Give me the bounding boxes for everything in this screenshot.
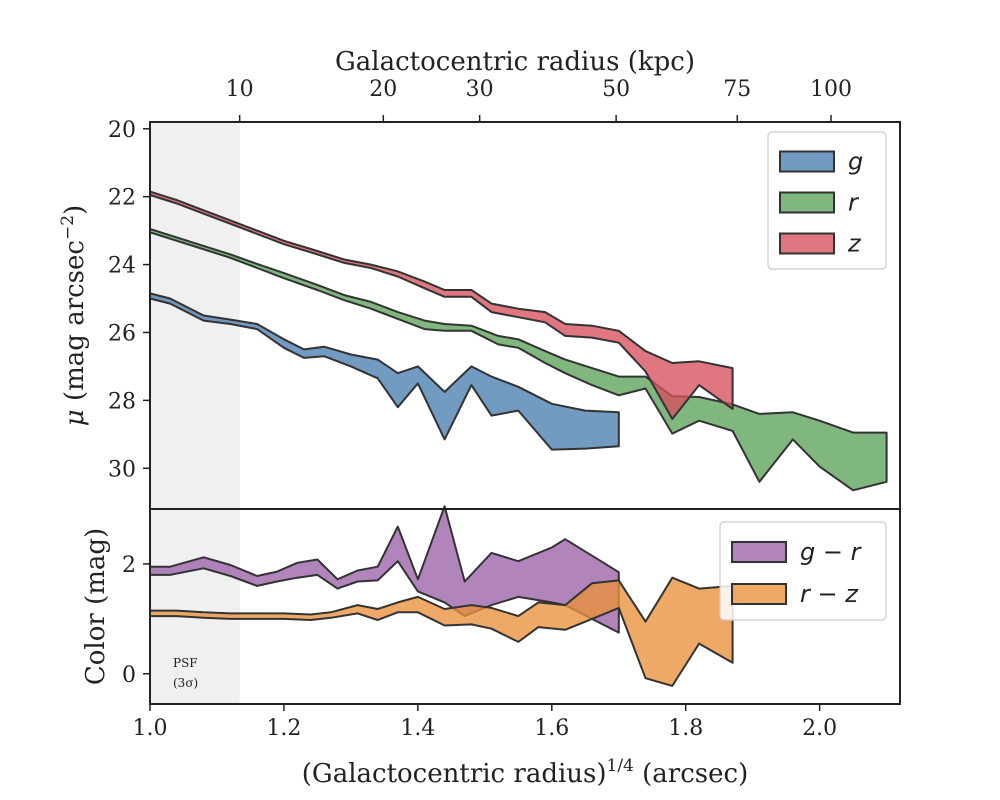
y-label-mu: μ [60,409,90,426]
kpc-axis-label: Galactocentric radius (kpc) [335,47,695,77]
x-tick-label: 1.6 [534,716,569,741]
psf-shaded-region-bottom [150,509,240,704]
kpc-tick-label: 10 [226,77,254,102]
surface-brightness-axis-label: μ (mag arcsec−2) [58,205,90,426]
kpc-tick-label: 100 [810,77,852,102]
band-z [149,190,734,420]
y-tick-label: 20 [108,118,136,143]
color-axis-label: Color (mag) [81,528,111,685]
surface-brightness-panel: 20 22 24 26 28 30 10 20 30 50 75 100 Galactocentri… [58,47,901,510]
surface-brightness-series [149,190,888,492]
top-legend: grz [767,131,887,270]
x-label-main: (Galactocentric radius) [302,759,607,789]
color-tick-label: 2 [122,553,136,578]
legend-label-r-z: r − z [800,580,859,608]
y-tick-label: 30 [108,457,136,482]
kpc-tick-label: 20 [369,77,397,102]
legend-label-g: g [848,148,863,176]
y-tick-label: 26 [108,321,136,346]
x-tick-label: 1.8 [668,716,703,741]
legend-swatch-g [779,150,835,173]
band-r-z [149,576,734,687]
legend-label-r: r [848,189,860,217]
psf-label: PSF [173,656,198,670]
y-tick-label: 22 [108,186,136,211]
y-tick-label: 28 [108,389,136,414]
bottom-legend: g − r r − z [719,521,887,621]
x-label-exponent: 1/4 [607,756,634,776]
band-r [149,227,888,492]
y-label-close: ) [60,205,90,215]
kpc-tick-label: 50 [602,77,630,102]
x-tick-label: 1.0 [133,716,168,741]
kpc-tick-label: 75 [723,77,751,102]
band-g-r [149,505,620,634]
y-tick-label: 24 [108,254,136,279]
kpc-tick-label: 30 [466,77,494,102]
color-panel: PSF (3σ) 02 1.0 1.2 1.4 1.6 1.8 2.0 (Galactoc… [81,505,901,789]
legend-swatch-r-z [731,583,787,605]
x-tick-label: 2.0 [802,716,837,741]
y-label-unit: (mag arcsec [60,240,90,409]
bottom-x-ticks: 1.0 1.2 1.4 1.6 1.8 2.0 [133,704,837,741]
x-tick-label: 1.4 [400,716,435,741]
x-label-unit: (arcsec) [634,759,748,789]
x-axis-label: (Galactocentric radius)1/4 (arcsec) [302,756,748,789]
legend-swatch-g-r [731,541,787,563]
legend-swatch-r [779,191,835,214]
kpc-axis-ticks: 10 20 30 50 75 100 [226,77,852,122]
x-tick-label: 1.2 [266,716,301,741]
top-y-ticks: 20 22 24 26 28 30 [108,118,150,482]
legend-swatch-z [779,232,835,255]
legend-label-z: z [847,230,862,258]
psf-sigma-label: (3σ) [173,676,198,690]
band-g [149,292,620,451]
bottom-panel-frame [149,508,901,705]
y-label-exponent: −2 [58,215,78,240]
color-series [149,505,734,687]
color-tick-label: 0 [122,663,136,688]
legend-label-g-r: g − r [800,538,863,566]
bottom-y-ticks: 02 [122,553,150,688]
